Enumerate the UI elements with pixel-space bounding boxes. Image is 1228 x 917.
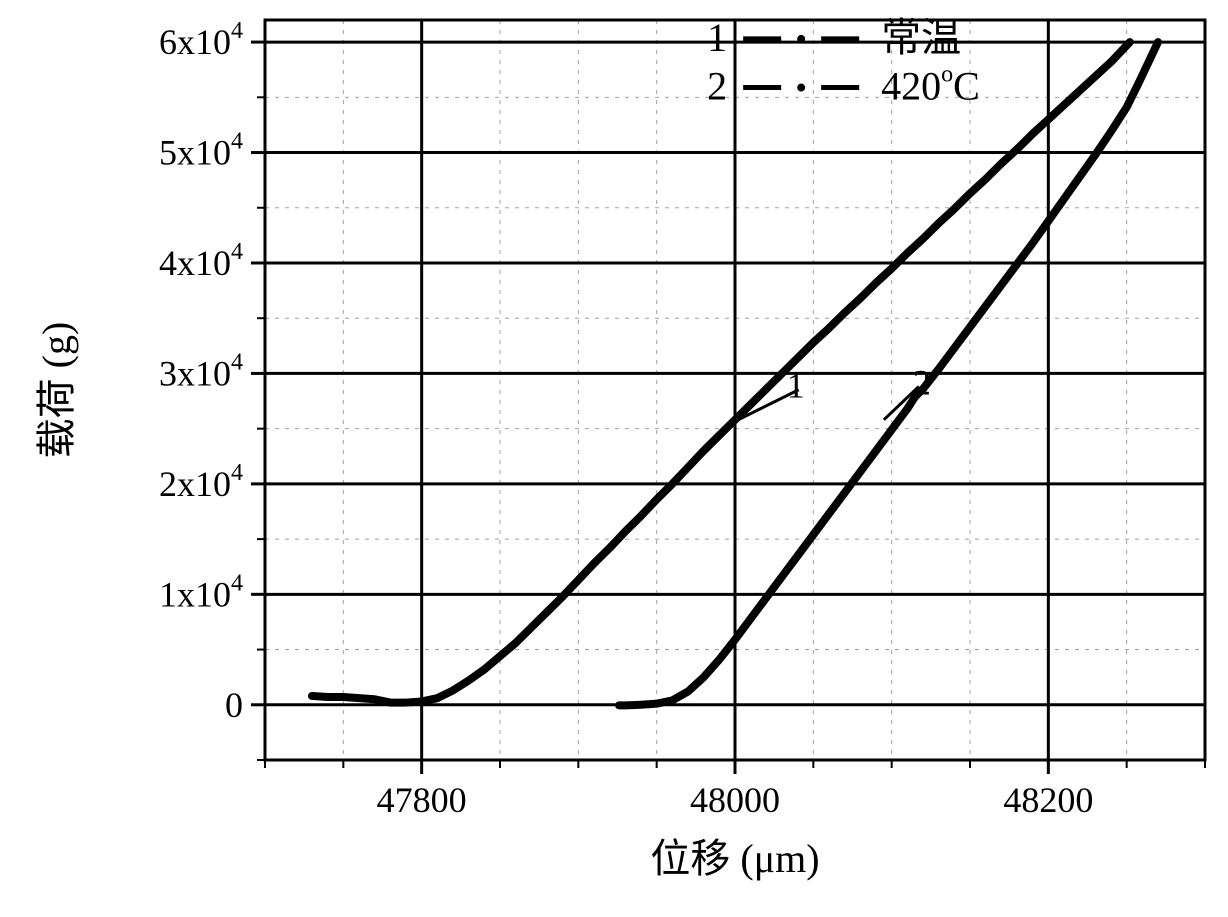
y-tick-label: 2x104: [159, 460, 243, 504]
chart-container: 47800 48000 48200 0 1x104 2x104 3x104 4x104 5x10…: [0, 0, 1228, 917]
legend-label: 420oC: [881, 62, 980, 109]
legend-label: 常温: [881, 15, 961, 60]
curve-label-2: 2: [913, 362, 931, 402]
x-tick-label: 47800: [377, 780, 467, 820]
legend-id: 1: [707, 15, 727, 60]
y-tick-label: 1x104: [159, 570, 243, 614]
curve-label-1: 1: [787, 366, 805, 406]
x-axis-title: 位移 (μm): [650, 836, 819, 881]
y-axis-title: 载荷 (g): [34, 322, 79, 459]
y-tick-label: 0: [225, 685, 243, 725]
x-tick-label: 48000: [690, 780, 780, 820]
x-tick-label: 48200: [1003, 780, 1093, 820]
y-tick-label: 3x104: [159, 349, 243, 393]
y-tick-label: 5x104: [159, 129, 243, 173]
legend-id: 2: [707, 64, 727, 109]
load-displacement-chart: 47800 48000 48200 0 1x104 2x104 3x104 4x104 5x10…: [0, 0, 1228, 917]
y-tick-label: 6x104: [159, 18, 243, 62]
y-tick-label: 4x104: [159, 239, 243, 283]
